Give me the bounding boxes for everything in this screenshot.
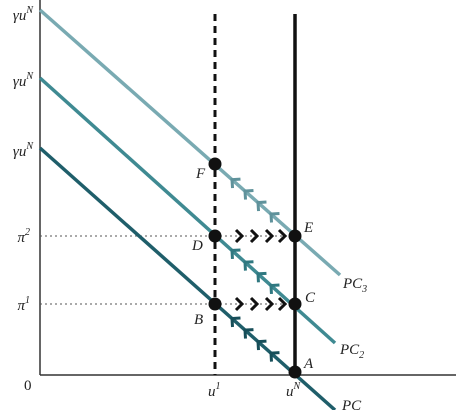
y-label-text: γu	[13, 144, 26, 160]
point-label: A	[303, 356, 314, 372]
y-label: γuN	[13, 141, 34, 160]
curve-label-sub: 2	[359, 350, 364, 361]
chevron	[243, 260, 254, 271]
x-label-sup: N	[293, 381, 302, 392]
chevron	[230, 316, 241, 328]
chevron	[249, 228, 260, 244]
curve-label: PC2	[339, 342, 364, 361]
chevron	[269, 283, 280, 295]
pc2-curve	[38, 76, 337, 345]
point-label: B	[194, 312, 203, 328]
point-a	[288, 365, 302, 379]
chevron	[243, 328, 254, 339]
pc3-curve	[38, 8, 342, 277]
point-label: E	[303, 220, 313, 236]
point-f	[208, 157, 222, 171]
chevron	[256, 200, 267, 212]
x-label-text: u	[208, 384, 216, 400]
y-label-sup: 2	[25, 227, 30, 238]
curve-label-text: PC	[339, 342, 360, 358]
chevron	[269, 351, 280, 362]
y-label-sup: N	[25, 141, 34, 152]
chevron	[256, 339, 267, 351]
y-label: π2	[17, 227, 30, 246]
y-label-sup: 1	[25, 295, 30, 306]
point-c	[288, 297, 302, 311]
y-label-text: γu	[13, 74, 26, 90]
y-label: π1	[17, 295, 30, 314]
y-label-text: π	[17, 298, 25, 314]
chevron	[269, 212, 280, 223]
arrows	[230, 177, 288, 362]
y-label: γuN	[13, 5, 34, 24]
curve-label: PC3	[342, 276, 367, 295]
y-label-text: π	[17, 230, 25, 246]
chevron	[249, 296, 260, 312]
point-label: F	[195, 166, 206, 182]
pc1-curve	[38, 146, 337, 410]
curve-label-text: PC	[341, 398, 362, 410]
y-label: γuN	[13, 71, 34, 90]
chevron	[234, 296, 245, 312]
curve-label-sub: 3	[361, 284, 367, 295]
curve-label: PC	[341, 398, 362, 410]
chevron	[230, 177, 241, 189]
x-label: u1	[208, 381, 221, 400]
chevron	[277, 296, 288, 312]
chevron	[234, 228, 245, 244]
point-label: D	[191, 238, 203, 254]
point-e	[288, 229, 302, 243]
x-label: uN	[286, 381, 302, 400]
chevron	[230, 248, 241, 260]
point-label: C	[305, 290, 316, 306]
y-label-text: γu	[13, 8, 26, 24]
chevron	[277, 228, 288, 244]
chevron	[243, 189, 254, 200]
x-label-text: u	[286, 384, 294, 400]
point-d	[208, 229, 222, 243]
points	[208, 157, 302, 379]
chevron	[264, 296, 275, 312]
chevron	[256, 271, 267, 283]
y-label-sup: N	[25, 5, 34, 16]
x-label-sup: 1	[216, 381, 221, 392]
curve-label-text: PC	[342, 276, 363, 292]
y-label-sup: N	[25, 71, 34, 82]
origin-label: 0	[24, 378, 32, 394]
chevron	[264, 228, 275, 244]
point-b	[208, 297, 222, 311]
